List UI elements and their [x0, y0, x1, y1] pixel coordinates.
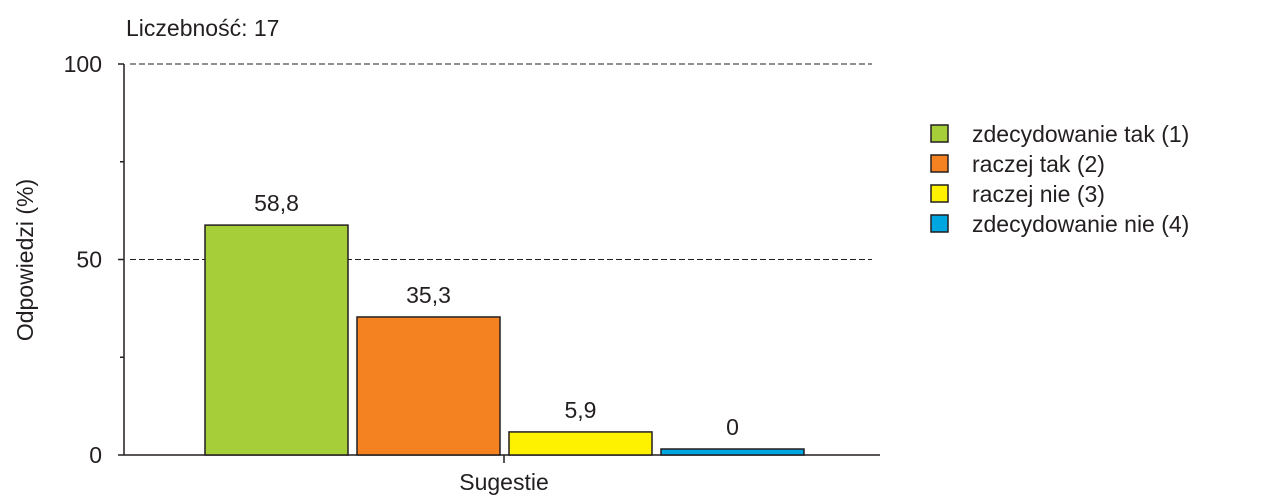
- legend-swatch: [930, 154, 949, 173]
- bar: [660, 448, 805, 456]
- legend-label: raczej tak (2): [972, 151, 1105, 177]
- legend-label: zdecydowanie tak (1): [972, 121, 1189, 147]
- x-axis-label: Sugestie: [459, 469, 549, 495]
- gridlines: [130, 63, 872, 260]
- y-tick-label: 50: [76, 247, 102, 273]
- bar-value-label: 35,3: [406, 282, 451, 308]
- legend-label: zdecydowanie nie (4): [972, 211, 1189, 237]
- legend-swatch: [930, 214, 949, 233]
- bar: [508, 431, 653, 456]
- y-ticks: 0 50 100: [64, 51, 124, 468]
- bar: [356, 316, 501, 456]
- y-axis-label: Odpowiedzi (%): [12, 179, 38, 341]
- legend-label: raczej nie (3): [972, 181, 1105, 207]
- bar-value-label: 0: [726, 414, 739, 440]
- bar-value-label: 58,8: [254, 190, 299, 216]
- bar-value-label: 5,9: [565, 397, 597, 423]
- legend-swatch: [930, 184, 949, 203]
- legend-swatch: [930, 124, 949, 143]
- sample-count: Liczebność: 17: [126, 15, 279, 41]
- bar: [204, 224, 349, 456]
- y-tick-label: 100: [64, 51, 102, 77]
- legend: zdecydowanie tak (1) raczej tak (2) raczej…: [930, 121, 1189, 237]
- bars: 58,8 35,3 5,9 0: [204, 190, 805, 456]
- y-tick-label: 0: [89, 442, 102, 468]
